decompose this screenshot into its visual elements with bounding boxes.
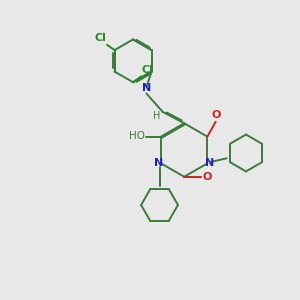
- Text: N: N: [154, 158, 163, 168]
- Text: O: O: [202, 172, 212, 182]
- Text: N: N: [142, 83, 151, 94]
- Text: Cl: Cl: [141, 65, 153, 75]
- Text: HO: HO: [129, 131, 145, 141]
- Text: Cl: Cl: [94, 33, 106, 43]
- Text: N: N: [205, 158, 214, 168]
- Text: H: H: [153, 110, 160, 121]
- Text: O: O: [212, 110, 221, 120]
